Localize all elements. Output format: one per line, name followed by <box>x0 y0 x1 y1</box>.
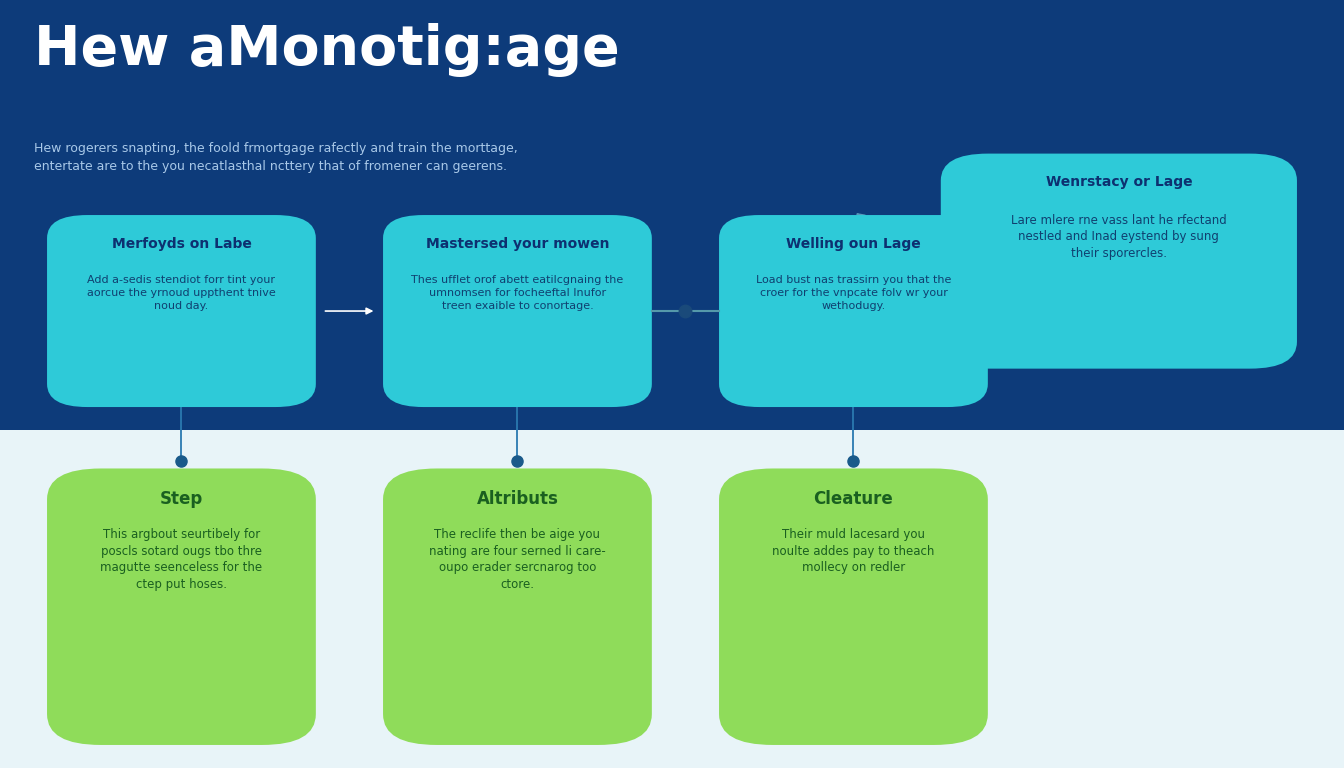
Text: Lare mlere rne vass lant he rfectand
nestled and Inad eystend by sung
their spor: Lare mlere rne vass lant he rfectand nes… <box>1011 214 1227 260</box>
Text: Their muld lacesard you
noulte addes pay to theach
mollecy on redler: Their muld lacesard you noulte addes pay… <box>773 528 934 574</box>
FancyBboxPatch shape <box>0 430 1344 768</box>
Text: Add a-sedis stendiot forr tint your
aorcue the yrnoud uppthent tnive
noud day.: Add a-sedis stendiot forr tint your aorc… <box>87 275 276 310</box>
FancyBboxPatch shape <box>719 215 988 407</box>
Text: Hew rogerers snapting, the foold frmortgage rafectly and train the morttage,
ent: Hew rogerers snapting, the foold frmortg… <box>34 142 517 173</box>
Text: Altributs: Altributs <box>477 490 558 508</box>
Text: Load bust nas trassirn you that the
croer for the vnpcate folv wr your
wethodugy: Load bust nas trassirn you that the croe… <box>755 275 952 310</box>
FancyBboxPatch shape <box>941 154 1297 369</box>
Text: Cleature: Cleature <box>813 490 894 508</box>
Text: Wenrstacy or Lage: Wenrstacy or Lage <box>1046 175 1192 189</box>
Text: Hew aMonotig:age: Hew aMonotig:age <box>34 23 620 77</box>
FancyBboxPatch shape <box>719 468 988 745</box>
Text: Mastersed your mowen: Mastersed your mowen <box>426 237 609 250</box>
Text: The reclife then be aige you
nating are four serned li care-
oupo erader sercnar: The reclife then be aige you nating are … <box>429 528 606 591</box>
FancyBboxPatch shape <box>47 215 316 407</box>
FancyBboxPatch shape <box>383 468 652 745</box>
FancyBboxPatch shape <box>47 468 316 745</box>
Text: Step: Step <box>160 490 203 508</box>
Text: This argbout seurtibely for
poscls sotard ougs tbo thre
magutte seenceless for t: This argbout seurtibely for poscls sotar… <box>101 528 262 591</box>
FancyBboxPatch shape <box>383 215 652 407</box>
Text: Thes ufflet orof abett eatilcgnaing the
umnomsen for focheeftal Inufor
treen exa: Thes ufflet orof abett eatilcgnaing the … <box>411 275 624 310</box>
Text: Merfoyds on Labe: Merfoyds on Labe <box>112 237 251 250</box>
Text: Welling oun Lage: Welling oun Lage <box>786 237 921 250</box>
